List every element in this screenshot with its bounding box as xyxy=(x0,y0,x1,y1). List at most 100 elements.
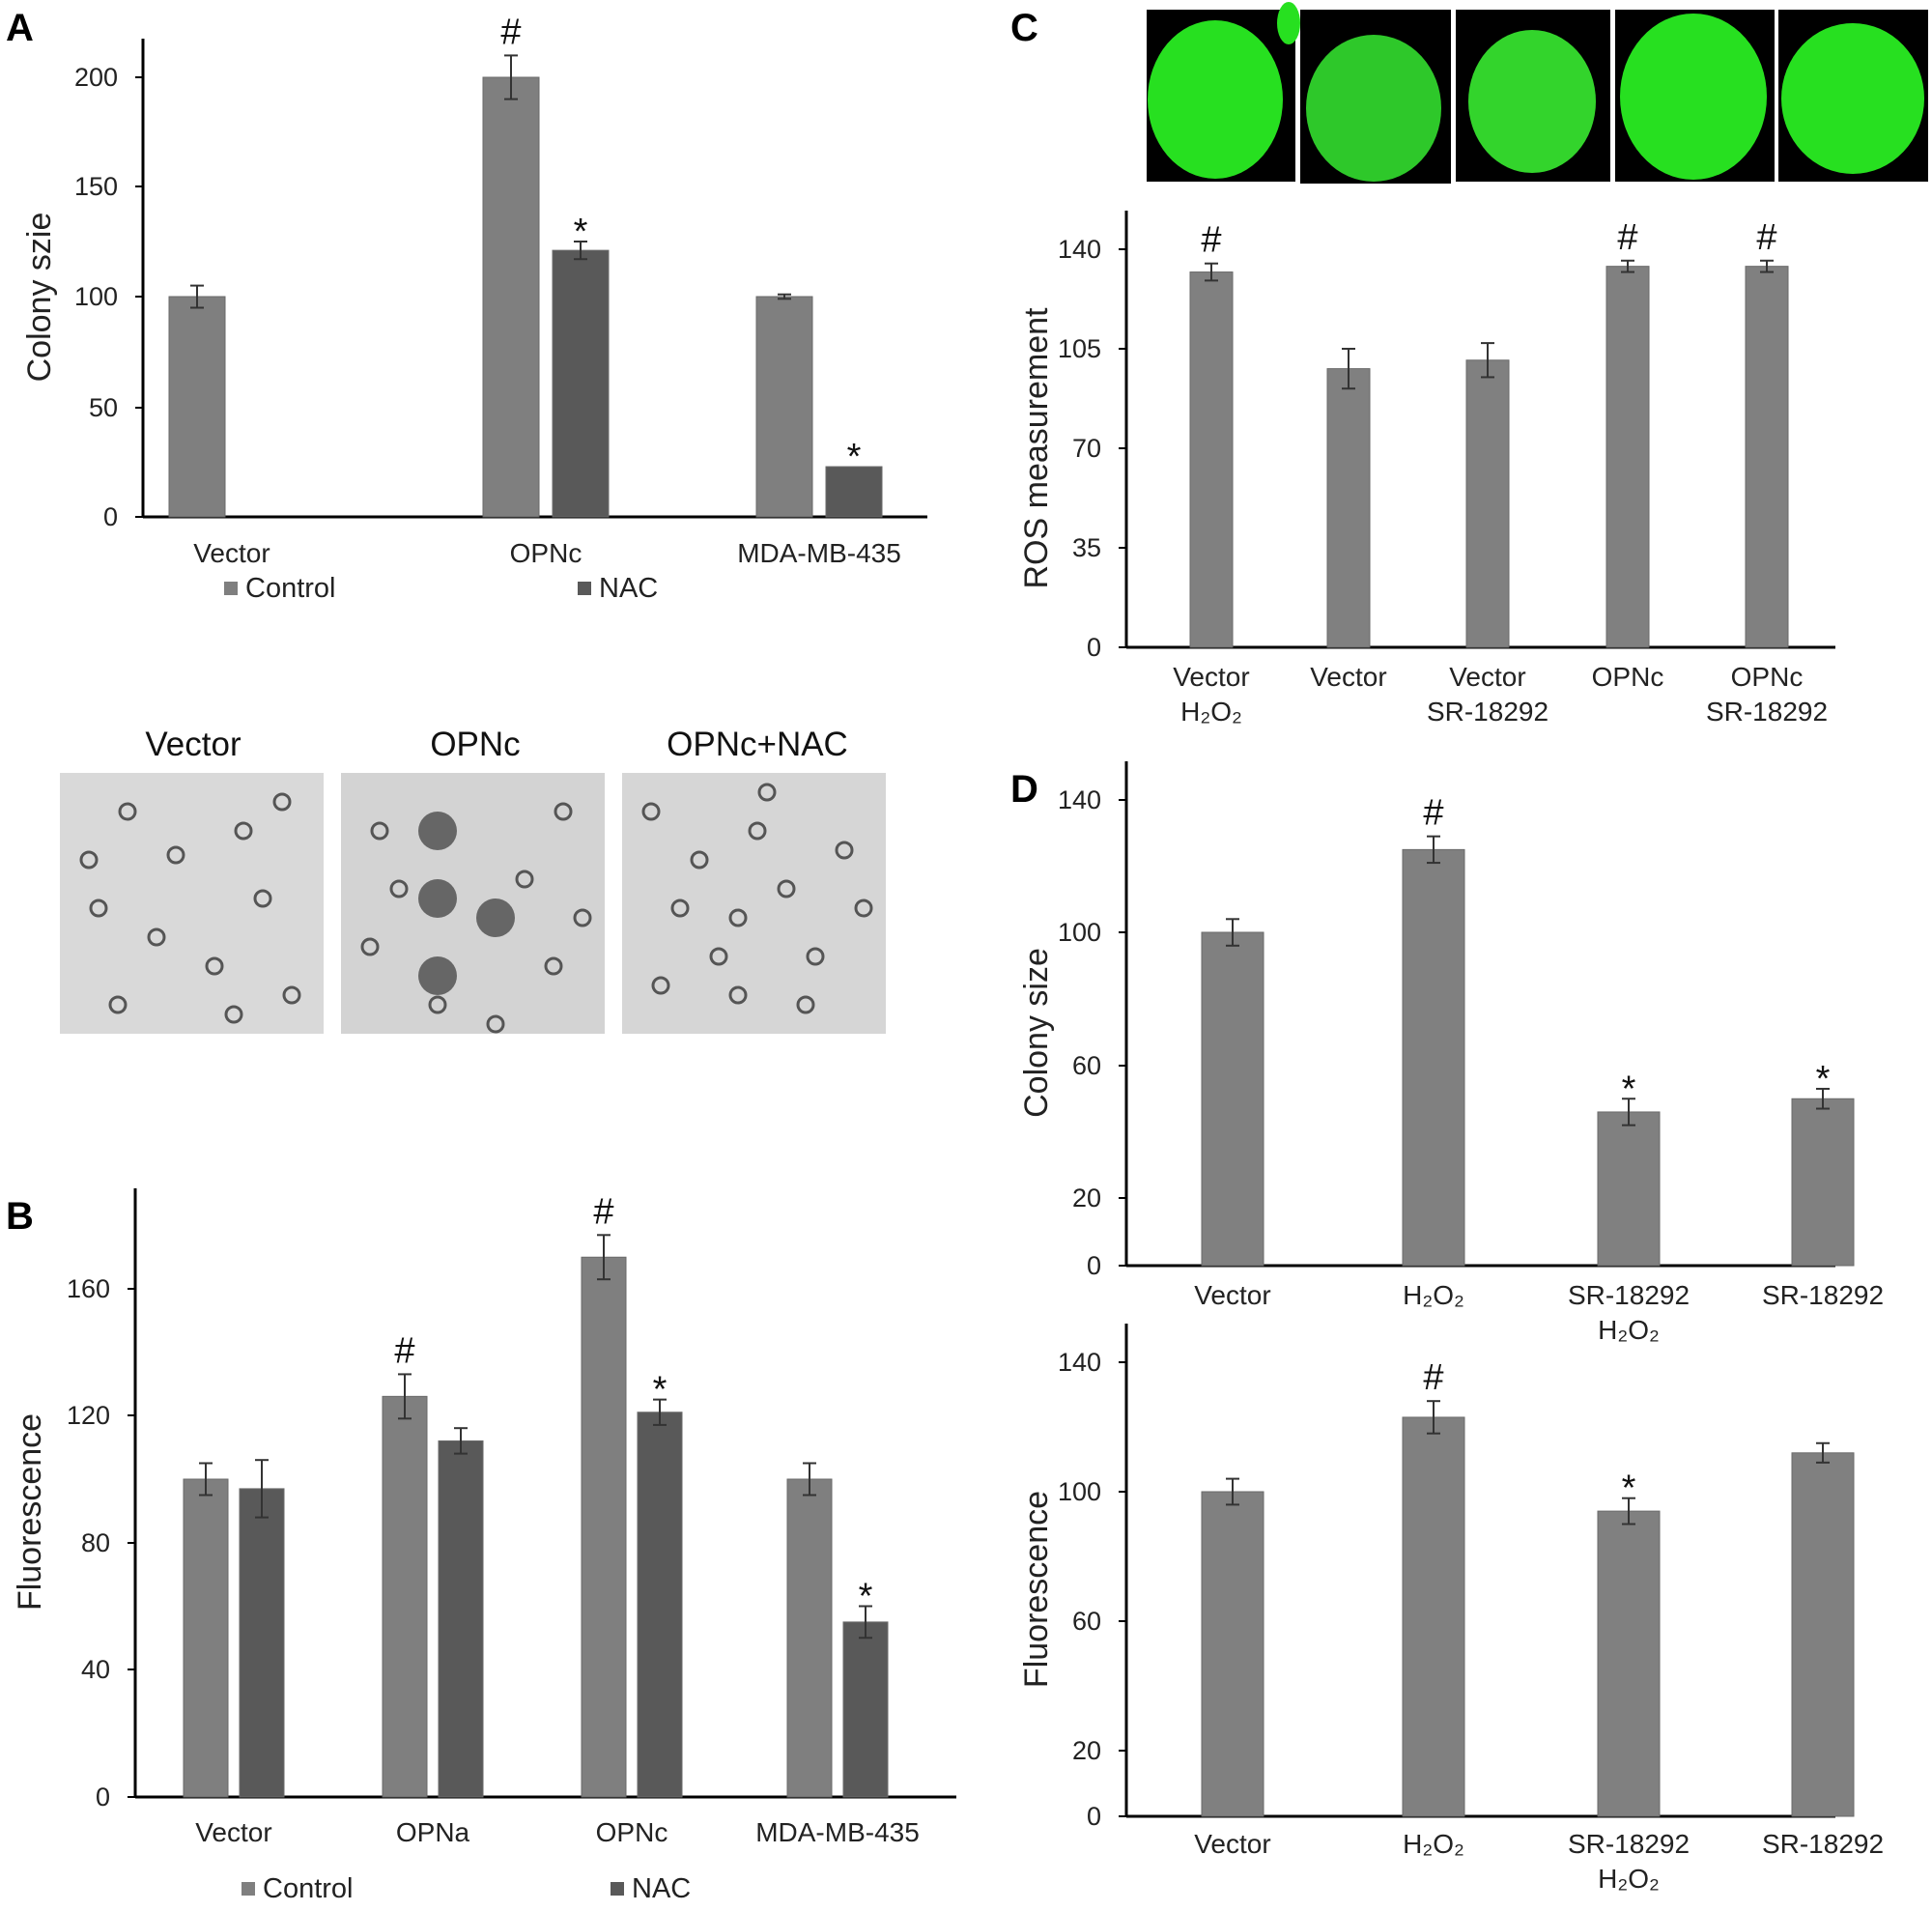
micrograph-cell xyxy=(360,937,380,956)
y-tick-label: 20 xyxy=(1072,1736,1101,1765)
y-tick-label: 0 xyxy=(1087,1802,1101,1831)
legend-label: Control xyxy=(263,1873,354,1904)
fluor-cell-4 xyxy=(1620,14,1767,180)
x-category-label: MDA-MB-435 xyxy=(755,1817,920,1847)
micrograph-cell xyxy=(166,845,185,865)
micrograph-cell xyxy=(757,783,777,802)
bar xyxy=(183,1478,229,1798)
x-category-label: OPNc xyxy=(510,538,582,568)
x-category-label: H₂O₂ xyxy=(1403,1829,1464,1859)
micrograph-label-opnc: OPNc xyxy=(430,726,520,763)
micrograph-colony xyxy=(476,898,515,937)
micrograph-cell xyxy=(224,1005,243,1024)
x-category-label: OPNc xyxy=(1592,662,1664,692)
micrograph-cell xyxy=(205,956,224,976)
micrograph-cell xyxy=(651,976,670,995)
bar xyxy=(168,296,226,518)
significance-star: * xyxy=(574,212,588,252)
x-category-label: OPNc xyxy=(1731,662,1804,692)
bar xyxy=(1791,1098,1855,1267)
micrograph-cell xyxy=(486,1014,505,1034)
bar xyxy=(825,466,883,518)
y-tick-label: 140 xyxy=(1058,235,1101,264)
y-tick-label: 120 xyxy=(67,1401,110,1430)
y-tick-label: 50 xyxy=(89,393,118,422)
y-tick-label: 20 xyxy=(1072,1184,1101,1212)
bar xyxy=(1597,1510,1661,1817)
significance-star: * xyxy=(1816,1059,1831,1099)
chart-d-colony-size: 0 20 60 100 140 Colony size Vector # H₂O₂ * SR-182… xyxy=(1018,761,1884,1345)
micrograph-cell xyxy=(748,821,767,841)
y-tick-label: 35 xyxy=(1072,533,1101,562)
x-category-label: MDA-MB-435 xyxy=(737,538,901,568)
fluor-cell-1-edge xyxy=(1277,2,1300,44)
fluor-cell-3 xyxy=(1468,30,1596,173)
significance-hash: # xyxy=(1423,1357,1443,1398)
y-axis-label: Colony size xyxy=(1018,948,1055,1118)
y-tick-label: 40 xyxy=(81,1655,110,1684)
micrograph-cell xyxy=(89,898,108,918)
significance-star: * xyxy=(1622,1069,1636,1109)
bar xyxy=(755,296,813,518)
bar xyxy=(239,1488,285,1798)
significance-hash: # xyxy=(1756,217,1776,258)
x-category-label: SR-18292 xyxy=(1706,697,1828,727)
micrograph-cell xyxy=(118,802,137,821)
x-category-label: H₂O₂ xyxy=(1598,1864,1660,1894)
micrograph-cell xyxy=(670,898,690,918)
x-category-label: H₂O₂ xyxy=(1180,697,1242,727)
micrograph-cell xyxy=(272,792,292,812)
bar xyxy=(1605,266,1650,648)
y-tick-label: 100 xyxy=(1058,918,1101,947)
legend-swatch xyxy=(224,582,238,595)
significance-hash: # xyxy=(500,12,521,52)
significance-hash: # xyxy=(593,1191,613,1232)
micrograph-label-opnc-nac: OPNc+NAC xyxy=(667,726,848,763)
fluor-cell-1 xyxy=(1148,20,1283,179)
y-tick-label: 140 xyxy=(1058,785,1101,814)
chart-d-fluorescence: 0 20 60 100 140 Fluorescence Vector # H₂O₂ * SR-18… xyxy=(1018,1324,1884,1894)
chart-c-ros-measurement: 0 35 70 105 140 ROS measurement # Vector H₂O₂ Vec… xyxy=(1018,211,1835,727)
significance-star: * xyxy=(859,1577,873,1617)
y-tick-label: 60 xyxy=(1072,1051,1101,1080)
x-category-label: SR-18292 xyxy=(1427,697,1548,727)
y-tick-label: 100 xyxy=(1058,1477,1101,1506)
x-category-label: SR-18292 xyxy=(1762,1829,1884,1859)
y-tick-label: 100 xyxy=(74,282,118,311)
fluorescence-images xyxy=(1147,2,1928,184)
significance-hash: # xyxy=(394,1330,414,1371)
micrograph-images xyxy=(60,773,886,1034)
fluor-cell-5 xyxy=(1781,23,1924,174)
micrograph-cell xyxy=(544,956,563,976)
micrograph-cell xyxy=(854,898,873,918)
x-category-label: Vector xyxy=(1449,662,1525,692)
y-axis-label: Fluorescence xyxy=(12,1413,48,1611)
panel-letter-b: B xyxy=(6,1195,34,1238)
x-category-label: Vector xyxy=(1173,662,1249,692)
bar xyxy=(1745,266,1789,648)
significance-hash: # xyxy=(1201,220,1221,261)
bar xyxy=(552,249,610,518)
x-category-label: OPNc xyxy=(596,1817,668,1847)
micrograph-cell xyxy=(253,889,272,908)
micrograph-cell xyxy=(370,821,389,841)
micrograph-cell xyxy=(515,870,534,889)
significance-star: * xyxy=(653,1370,668,1411)
micrograph-cell xyxy=(835,841,854,860)
x-category-label: SR-18292 xyxy=(1568,1829,1690,1859)
y-tick-label: 140 xyxy=(1058,1348,1101,1377)
chart-a-colony-size: 0 50 100 150 200 Colony szie Vector # * OPNc * MDA-… xyxy=(21,12,927,604)
x-category-label: SR-18292 xyxy=(1568,1280,1690,1310)
panel-letter-a: A xyxy=(6,7,34,49)
x-category-label: Vector xyxy=(195,1817,271,1847)
micrograph-cell xyxy=(728,908,748,927)
x-category-label: H₂O₂ xyxy=(1598,1315,1660,1345)
y-tick-label: 160 xyxy=(67,1274,110,1303)
micrograph-colony xyxy=(418,879,457,918)
bar xyxy=(1791,1452,1855,1817)
y-tick-label: 0 xyxy=(1087,633,1101,662)
micrograph-cell xyxy=(282,985,301,1005)
y-tick-label: 0 xyxy=(103,502,118,531)
legend-swatch xyxy=(611,1882,624,1896)
